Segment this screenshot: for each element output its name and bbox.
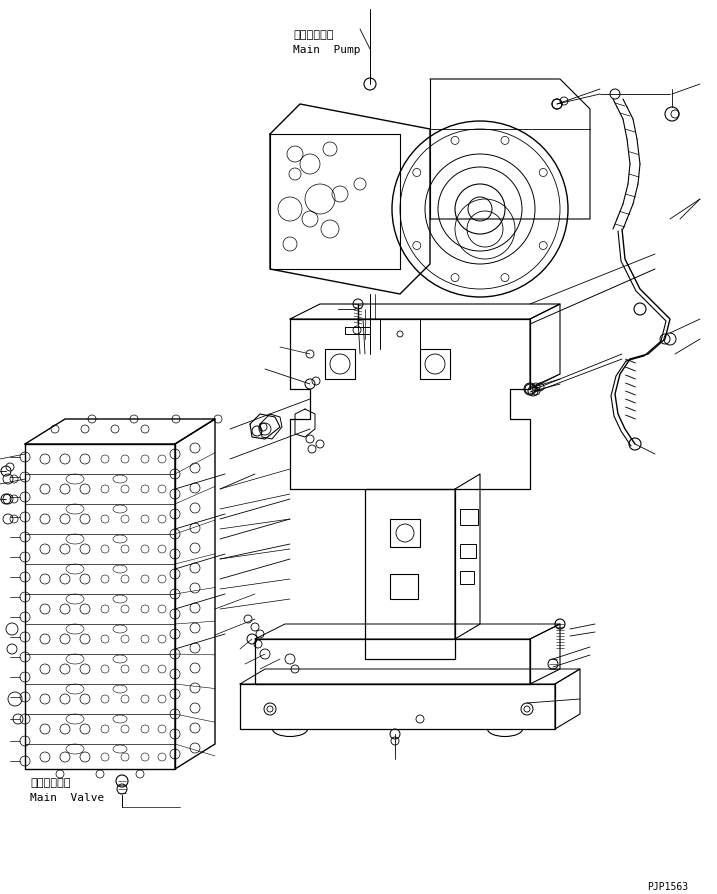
Text: PJP1563: PJP1563 [647,881,688,891]
Text: メインポンプ: メインポンプ [293,30,333,40]
Bar [460,544,476,559]
Bar [460,571,474,585]
Bar [390,574,418,599]
Text: Main  Pump: Main Pump [293,45,361,55]
Text: メインバルブ: メインバルブ [30,777,70,787]
Bar [390,519,420,547]
Bar [325,350,355,380]
Bar [460,510,478,526]
Bar [420,350,450,380]
Text: Main  Valve: Main Valve [30,792,104,802]
